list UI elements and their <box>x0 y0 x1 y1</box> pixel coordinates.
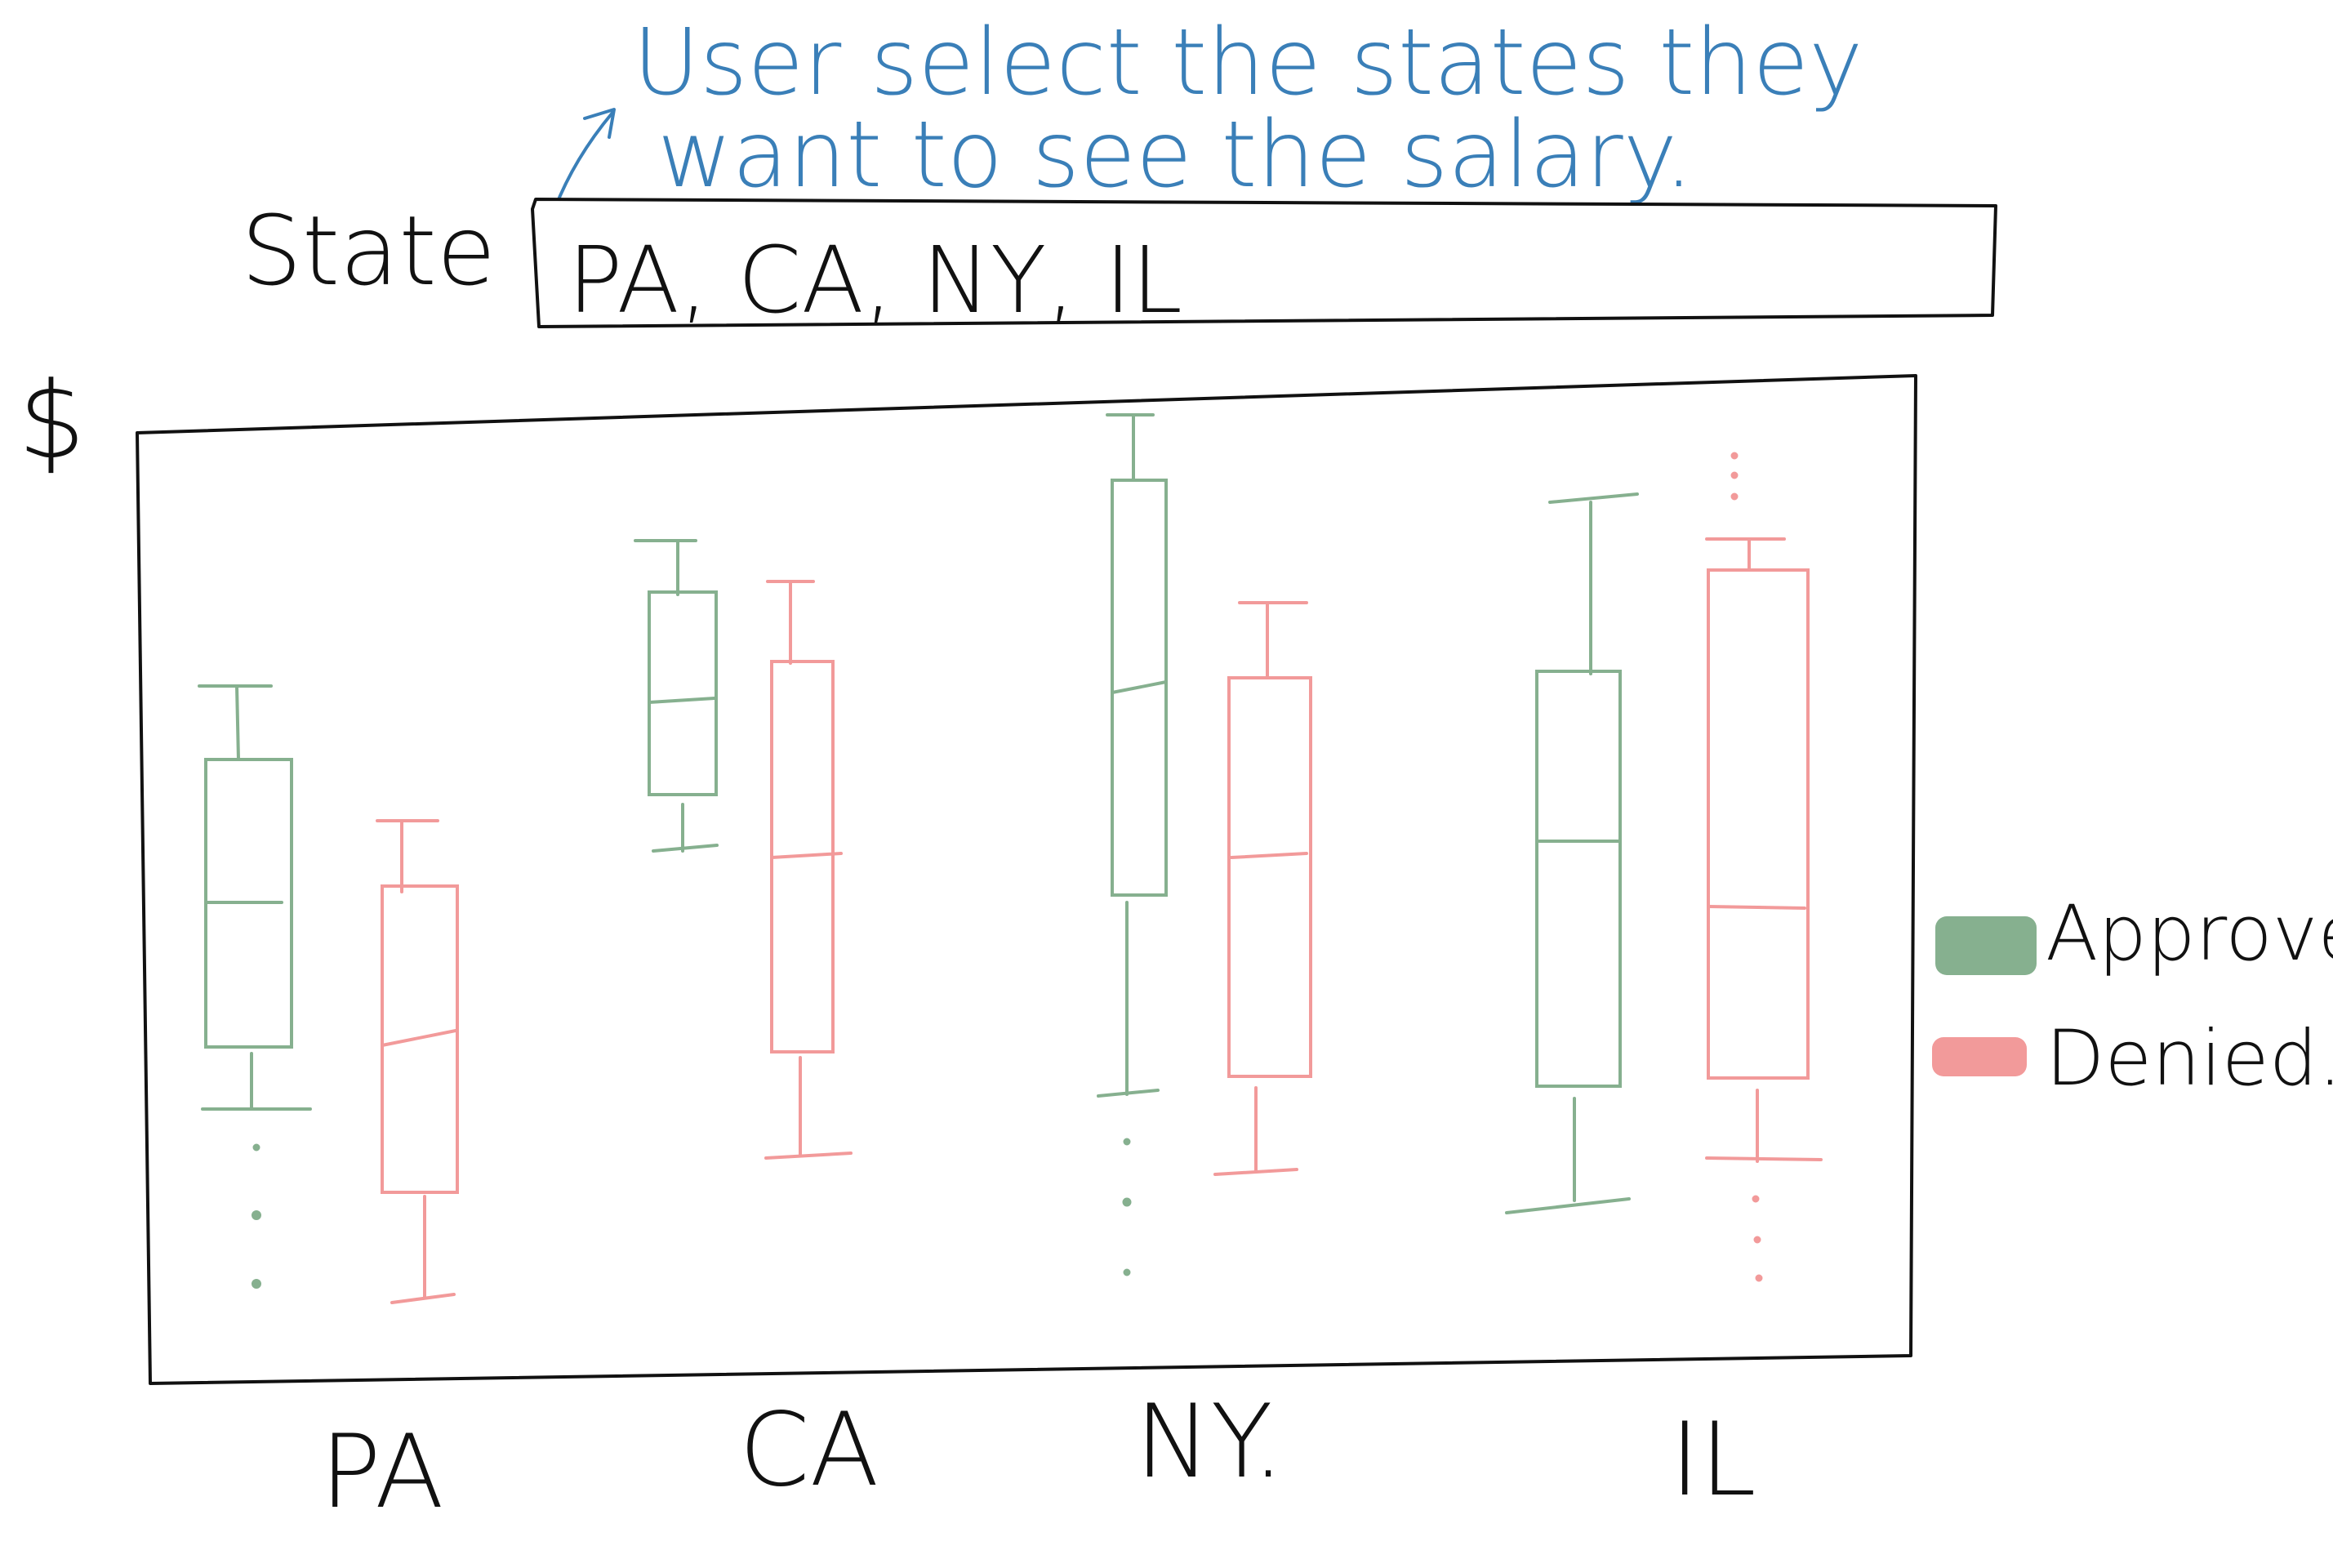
box-approved-ny <box>1097 413 1168 1276</box>
box-approved-ca <box>634 539 719 853</box>
x-tick-label-ny: NY. <box>1135 1383 1284 1501</box>
box-approved-il <box>1505 492 1639 1214</box>
x-tick-label-pa: PA <box>320 1414 444 1531</box>
state-input-value: PA, CA, NY, IL <box>568 228 1182 334</box>
box-denied-pa <box>376 819 459 1304</box>
box-denied-ny <box>1213 601 1312 1176</box>
legend-label-approved: Approved <box>2046 889 2333 978</box>
legend: Approved Denied. <box>1932 889 2333 1103</box>
legend-swatch-approved <box>1935 916 2037 975</box>
chart-frame <box>136 374 1917 1385</box>
annotation-line-2: want to see the salary. <box>657 102 1694 208</box>
x-tick-label-il: IL <box>1670 1401 1756 1519</box>
state-input-box[interactable] <box>531 198 1997 328</box>
legend-label-denied: Denied. <box>2046 1014 2333 1103</box>
x-axis-labels: PA CA NY. IL <box>320 1383 1756 1531</box>
state-filter-label: State <box>241 194 496 307</box>
x-tick-label-ca: CA <box>739 1392 879 1509</box>
annotation-arrowhead <box>583 108 616 139</box>
box-approved-pa <box>198 684 312 1289</box>
legend-swatch-denied <box>1932 1037 2027 1076</box>
state-input[interactable]: PA, CA, NY, IL <box>531 198 1997 334</box>
annotation-note: User select the states they want to see … <box>544 10 1863 238</box>
y-axis-label: $ <box>18 359 86 483</box>
annotation-line-1: User select the states they <box>633 10 1863 116</box>
box-denied-ca <box>764 580 853 1160</box>
box-denied-il <box>1705 452 1823 1282</box>
